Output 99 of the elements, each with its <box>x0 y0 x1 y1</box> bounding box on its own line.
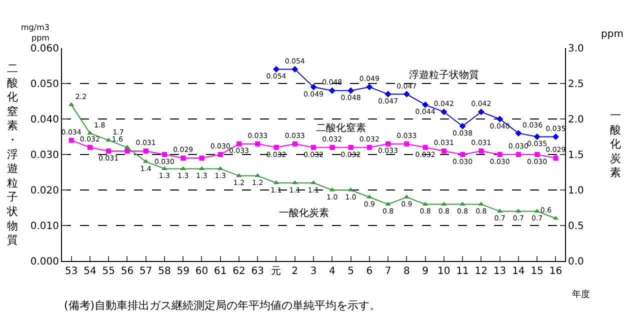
y-tick-label: 0.000 <box>30 256 59 268</box>
x-tick-label: 55 <box>102 266 115 277</box>
x-tick-label: 62 <box>232 266 246 277</box>
y-tick-label: 0.050 <box>30 79 59 90</box>
x-tick-label: 58 <box>158 266 171 277</box>
point <box>87 144 92 150</box>
y2-tick-label: 3.0 <box>568 44 584 54</box>
y-tick-label: 0.010 <box>30 221 59 232</box>
x-tick-label: 56 <box>120 266 134 277</box>
x-tick-label: 10 <box>438 266 450 277</box>
y2-tick-label: 1.0 <box>568 186 584 196</box>
point <box>310 180 316 184</box>
point <box>106 148 112 154</box>
point <box>274 144 279 150</box>
text: (備考)自動車排出ガス継続測定局の年平均値の単純平均を示す。 <box>64 299 381 312</box>
point <box>255 141 260 146</box>
x-tick-label: 61 <box>214 266 227 277</box>
x-tick-label: 59 <box>176 266 190 277</box>
point <box>124 148 130 154</box>
x-tick-label: 2 <box>292 266 298 277</box>
point <box>254 173 260 178</box>
point <box>516 208 522 213</box>
point <box>386 141 391 146</box>
point <box>292 141 298 146</box>
point <box>348 144 354 150</box>
x-tick-label: 13 <box>493 266 506 277</box>
point <box>68 138 74 143</box>
point <box>552 134 559 140</box>
x-tick-label: 9 <box>422 266 428 277</box>
y2-tick-label: 0.0 <box>568 256 584 268</box>
point <box>496 116 504 122</box>
x-axis-title: 年度 <box>572 289 590 300</box>
point <box>310 84 317 90</box>
y-tick-label: 0.020 <box>30 186 59 196</box>
point <box>534 208 540 213</box>
point <box>330 144 335 150</box>
y2-tick-label: 1.5 <box>568 150 584 161</box>
y2-tick-label: 0.5 <box>568 221 584 232</box>
point <box>497 152 502 157</box>
point <box>199 156 204 161</box>
point <box>459 122 466 130</box>
y-tick-label: 0.040 <box>30 114 59 126</box>
point <box>236 141 242 146</box>
x-tick-label: 7 <box>384 266 392 277</box>
series-label: 浮遊粒子状物質 <box>409 69 479 81</box>
point <box>106 138 112 142</box>
point <box>311 144 316 150</box>
point <box>478 108 484 116</box>
text: mg/m3 ppm <box>21 23 50 42</box>
x-tick-label: 54 <box>84 266 96 277</box>
x-tick-label: 63 <box>251 266 264 277</box>
y-tick-label: 0.060 <box>30 44 59 54</box>
point <box>143 148 148 154</box>
y2-axis-title: 一酸化炭素 <box>610 109 621 180</box>
x-tick-label: 16 <box>549 266 562 277</box>
point <box>384 90 392 98</box>
x-tick-label: 12 <box>474 266 488 277</box>
point <box>441 148 446 154</box>
point <box>534 134 540 140</box>
point <box>516 152 521 157</box>
point <box>515 130 522 136</box>
point <box>348 87 354 94</box>
text: ppm <box>601 29 624 40</box>
y2-tick-label: 2.0 <box>568 114 584 126</box>
x-tick-label: 57 <box>139 266 152 277</box>
point <box>422 144 428 150</box>
x-tick-label: 3 <box>310 266 317 277</box>
x-tick-label: 53 <box>64 266 78 277</box>
y-tick-label: 0.030 <box>30 150 59 161</box>
series-label: 一酸化炭素 <box>279 207 329 219</box>
point <box>403 90 410 98</box>
point <box>236 173 242 178</box>
point <box>218 152 223 157</box>
point <box>460 152 466 157</box>
y2-tick-label: 2.5 <box>568 79 584 90</box>
point <box>162 152 167 157</box>
x-tick-label: 4 <box>328 266 336 277</box>
x-tick-label: 11 <box>456 266 469 277</box>
point <box>440 108 448 116</box>
x-tick-label: 元 <box>271 266 282 277</box>
point <box>272 66 280 73</box>
point <box>404 141 410 146</box>
series-label: 二酸化窒素 <box>316 122 366 134</box>
x-tick-label: 8 <box>403 266 410 277</box>
point <box>328 87 336 94</box>
point <box>292 66 298 73</box>
text: 二酸化窒素・浮遊粒子状物質 <box>7 62 18 247</box>
point <box>366 144 372 150</box>
point <box>478 148 484 154</box>
x-tick-label: 6 <box>366 266 373 277</box>
x-tick-label: 60 <box>195 266 208 277</box>
point <box>534 152 540 157</box>
x-tick-label: 14 <box>512 266 525 277</box>
point <box>422 102 429 108</box>
x-tick-label: 15 <box>530 266 544 277</box>
x-tick-label: 5 <box>348 266 354 277</box>
point <box>180 156 186 161</box>
point <box>366 84 373 90</box>
point <box>553 156 558 161</box>
